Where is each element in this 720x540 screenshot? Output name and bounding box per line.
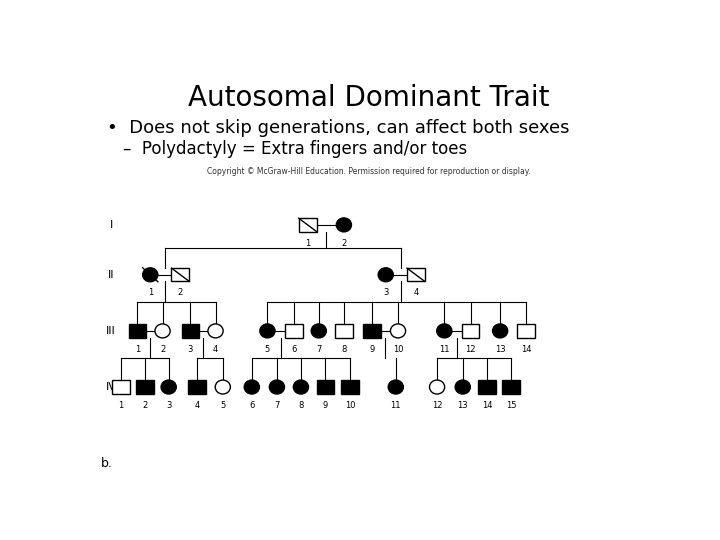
Bar [503, 380, 521, 394]
Ellipse shape [390, 324, 405, 338]
Ellipse shape [161, 380, 176, 394]
Text: 14: 14 [482, 401, 492, 410]
Text: Copyright © McGraw-Hill Education. Permission required for reproduction or displ: Copyright © McGraw-Hill Education. Permi… [207, 167, 531, 176]
Bar [299, 218, 317, 232]
Text: 2: 2 [341, 239, 346, 247]
Text: IV: IV [106, 382, 117, 392]
Bar [407, 268, 425, 281]
Text: 10: 10 [345, 401, 355, 410]
Text: 2: 2 [160, 345, 165, 354]
Text: 15: 15 [506, 401, 516, 410]
Bar [478, 380, 496, 394]
Bar [462, 324, 480, 338]
Ellipse shape [293, 380, 308, 394]
Bar [518, 324, 535, 338]
Bar [181, 324, 199, 338]
Bar [112, 380, 130, 394]
Text: 4: 4 [413, 288, 418, 298]
Text: 7: 7 [316, 345, 321, 354]
Bar [341, 380, 359, 394]
Text: 8: 8 [298, 401, 304, 410]
Bar [136, 380, 153, 394]
Ellipse shape [336, 218, 351, 232]
Bar [284, 324, 302, 338]
Text: 12: 12 [465, 345, 476, 354]
Ellipse shape [269, 380, 284, 394]
Ellipse shape [260, 324, 275, 338]
Text: II: II [108, 270, 114, 280]
Bar [317, 380, 334, 394]
Text: 13: 13 [457, 401, 468, 410]
Bar [335, 324, 353, 338]
Bar [128, 324, 146, 338]
Text: 5: 5 [265, 345, 270, 354]
Text: 3: 3 [188, 345, 193, 354]
Bar [188, 380, 206, 394]
Text: –  Polydactyly = Extra fingers and/or toes: – Polydactyly = Extra fingers and/or toe… [124, 140, 468, 158]
Ellipse shape [143, 268, 158, 282]
Text: 14: 14 [521, 345, 531, 354]
Text: 1: 1 [118, 401, 123, 410]
Text: 3: 3 [383, 288, 388, 298]
Text: 1: 1 [305, 239, 310, 247]
Text: 6: 6 [249, 401, 254, 410]
Ellipse shape [388, 380, 403, 394]
Text: 7: 7 [274, 401, 279, 410]
Text: 2: 2 [142, 401, 148, 410]
Ellipse shape [244, 380, 259, 394]
Ellipse shape [155, 324, 170, 338]
Text: 5: 5 [220, 401, 225, 410]
Text: Autosomal Dominant Trait: Autosomal Dominant Trait [188, 84, 550, 112]
Text: •  Does not skip generations, can affect both sexes: • Does not skip generations, can affect … [107, 119, 570, 137]
Text: 9: 9 [323, 401, 328, 410]
Text: 6: 6 [291, 345, 297, 354]
Text: 10: 10 [393, 345, 403, 354]
Text: I: I [109, 220, 113, 230]
Ellipse shape [430, 380, 445, 394]
Ellipse shape [455, 380, 470, 394]
Ellipse shape [215, 380, 230, 394]
Text: 12: 12 [432, 401, 442, 410]
Text: 2: 2 [178, 288, 183, 298]
Text: 4: 4 [213, 345, 218, 354]
Bar [171, 268, 189, 281]
Text: 3: 3 [166, 401, 171, 410]
Text: 9: 9 [369, 345, 374, 354]
Ellipse shape [437, 324, 452, 338]
Ellipse shape [378, 268, 393, 282]
Text: 11: 11 [390, 401, 401, 410]
Text: 1: 1 [148, 288, 153, 298]
Text: III: III [107, 326, 116, 336]
Text: 4: 4 [194, 401, 199, 410]
Text: 8: 8 [341, 345, 346, 354]
Ellipse shape [492, 324, 508, 338]
Text: 11: 11 [439, 345, 449, 354]
Ellipse shape [208, 324, 223, 338]
Ellipse shape [311, 324, 326, 338]
Text: 1: 1 [135, 345, 140, 354]
Text: 13: 13 [495, 345, 505, 354]
Bar [363, 324, 381, 338]
Text: b.: b. [101, 457, 113, 470]
